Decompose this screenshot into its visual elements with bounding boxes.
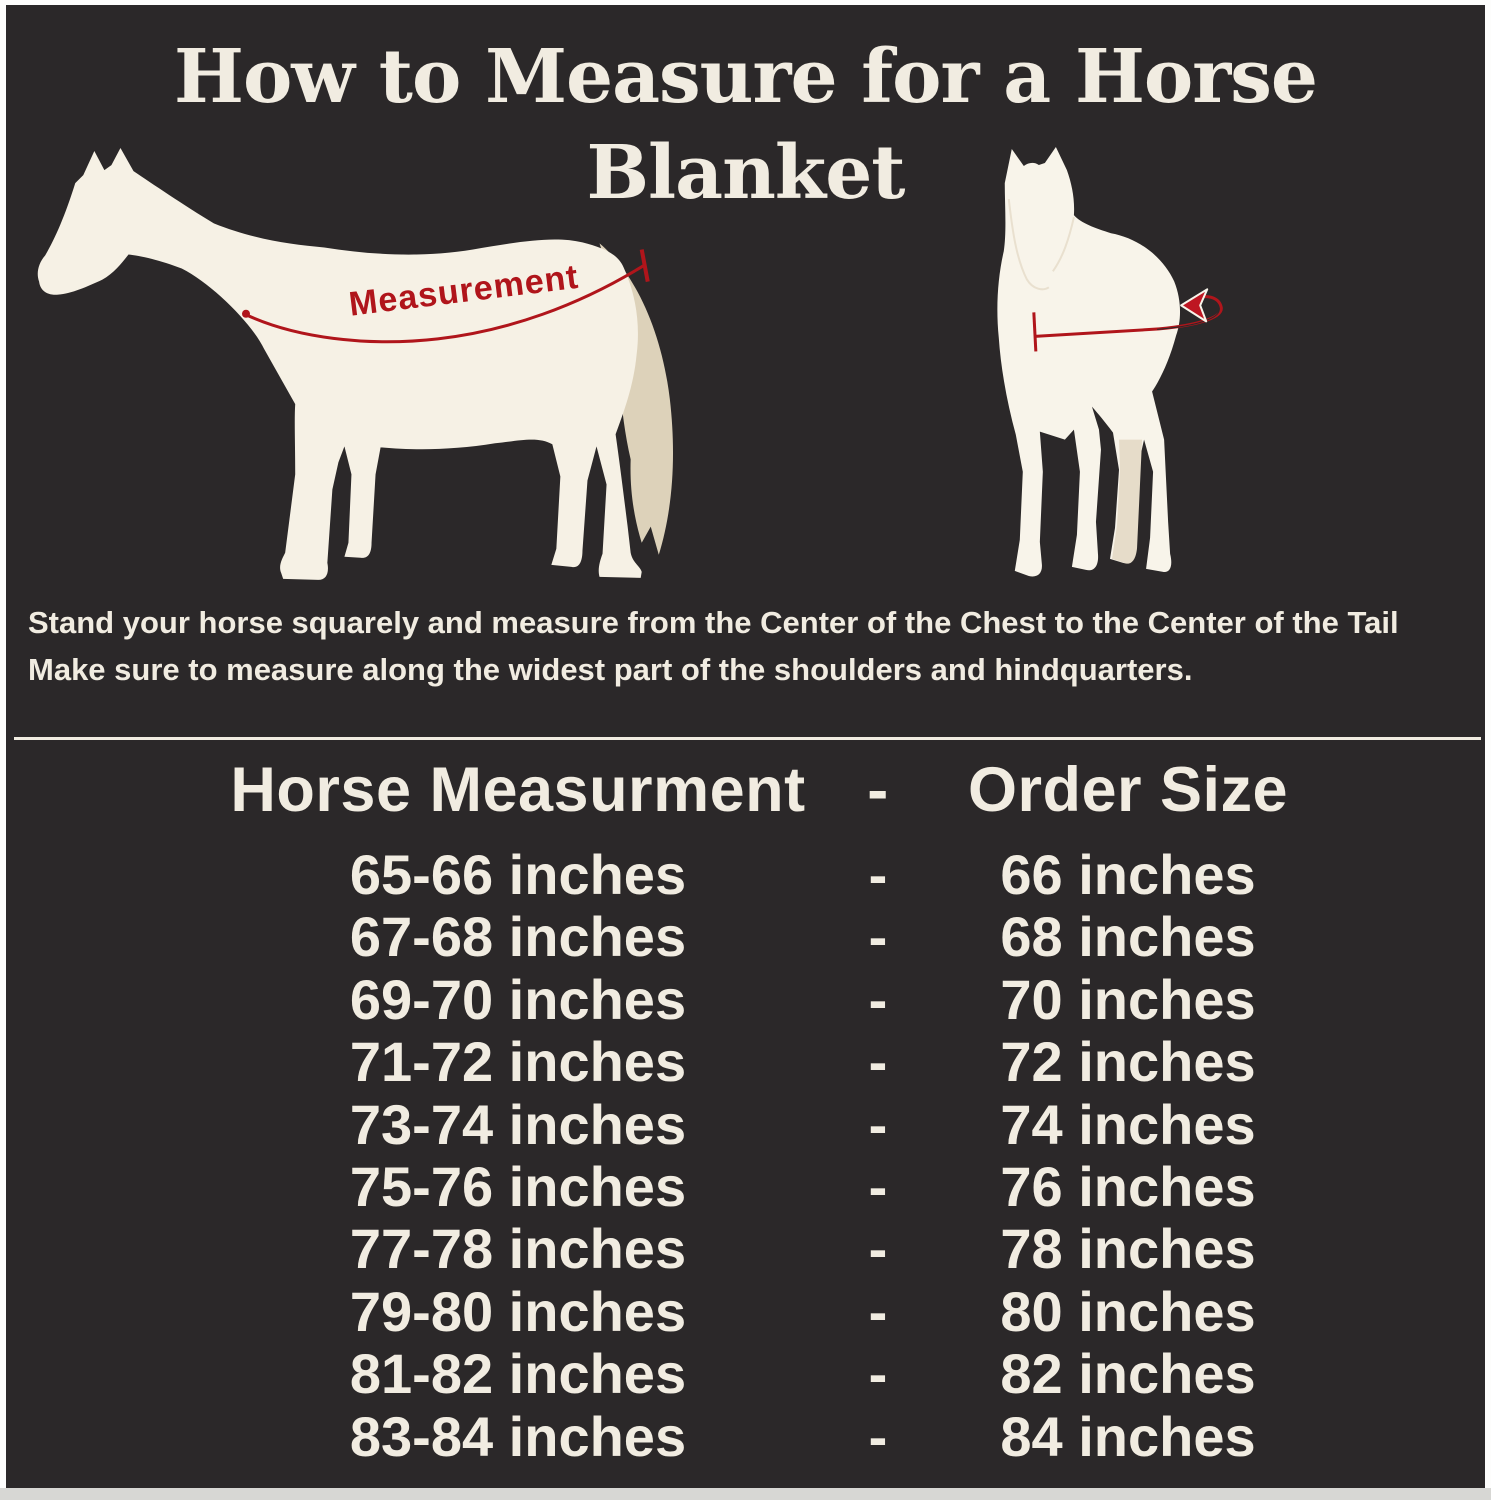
front-horse-illustration [997,147,1223,577]
row-separator: - [868,1404,888,1468]
row-order-size: 66 inches [1000,843,1256,906]
wrap-arrow-line [1034,295,1223,338]
size-chart: Horse Measurment - Order Size 65-66 inch… [6,753,1485,1468]
row-separator: - [868,967,888,1031]
measurement-end-tick [639,249,650,282]
row-measurement: 81-82 inches [349,1342,687,1406]
header-measurement-column: Horse Measurment [230,755,806,825]
row-order-size: 70 inches [1000,967,1256,1031]
bottom-border-strip [0,1488,1491,1500]
horse-head-detail-lines [1007,199,1075,291]
row-separator: - [868,1030,888,1094]
table-row: 73-74 inches - 74 inches [218,1092,1485,1156]
header-order-column: Order Size [967,755,1289,825]
row-order-size: 78 inches [1000,1217,1256,1281]
table-row: 77-78 inches - 78 inches [218,1217,1485,1281]
row-measurement: 71-72 inches [349,1030,687,1094]
table-row: 83-84 inches - 84 inches [218,1404,1485,1468]
size-chart-header: Horse Measurment - Order Size [218,753,1485,827]
row-measurement: 69-70 inches [349,967,687,1031]
instructions-line-2: Make sure to measure along the widest pa… [28,652,1193,687]
header-separator: - [867,755,889,825]
row-measurement: 73-74 inches [349,1092,687,1156]
measurement-chest-tick [1032,312,1038,352]
row-order-size: 76 inches [1000,1155,1256,1219]
row-separator: - [868,843,888,906]
row-measurement: 65-66 inches [349,843,687,906]
row-separator: - [868,1342,888,1406]
row-measurement: 75-76 inches [349,1155,687,1219]
row-order-size: 82 inches [1000,1342,1256,1406]
row-order-size: 74 inches [1000,1092,1256,1156]
side-horse-illustration: Measurement [37,148,674,580]
table-row: 81-82 inches - 82 inches [218,1342,1485,1406]
table-row: 71-72 inches - 72 inches [218,1030,1485,1094]
row-separator: - [868,1217,888,1281]
wrap-arrow-line-inner [1157,308,1220,330]
row-measurement: 79-80 inches [349,1279,687,1343]
measuring-instructions: Stand your horse squarely and measure fr… [28,599,1483,693]
table-row: 69-70 inches - 70 inches [218,967,1485,1031]
horse-body-shape [37,148,642,580]
row-separator: - [868,1092,888,1156]
section-divider [14,737,1481,740]
row-measurement: 77-78 inches [349,1217,687,1281]
row-separator: - [868,1279,888,1343]
row-separator: - [868,905,888,969]
horse-shaded-leg-shape [1111,439,1143,564]
table-row: 65-66 inches - 66 inches [218,843,1485,906]
wrap-arrow-head-icon [1180,288,1209,323]
table-row: 75-76 inches - 76 inches [218,1155,1485,1219]
horse-front-body-shape [997,147,1181,577]
row-order-size: 72 inches [1000,1030,1256,1094]
instructions-line-1: Stand your horse squarely and measure fr… [28,605,1399,640]
row-separator: - [868,1155,888,1219]
row-order-size: 80 inches [1000,1279,1256,1343]
row-order-size: 68 inches [1000,905,1256,969]
table-row: 79-80 inches - 80 inches [218,1279,1485,1343]
row-order-size: 84 inches [1000,1404,1256,1468]
row-measurement: 83-84 inches [349,1404,687,1468]
row-measurement: 67-68 inches [349,905,687,969]
measurement-line [243,264,645,344]
infographic-panel: How to Measure for a Horse Blanket Measu… [6,5,1485,1488]
page-title: How to Measure for a Horse Blanket [174,34,1318,216]
table-row: 67-68 inches - 68 inches [218,905,1485,969]
